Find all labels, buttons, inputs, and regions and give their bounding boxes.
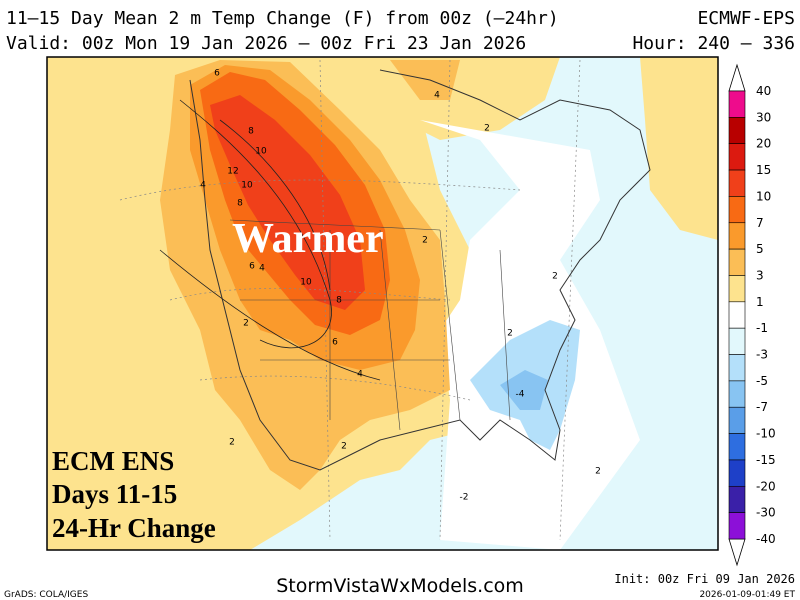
shade-3-5 [390,60,460,100]
colorbar-bin [728,512,746,540]
colorbar-bin [728,196,746,224]
contour-label: 6 [214,69,220,79]
colorbar-end [728,63,746,92]
contour-label: 2 [484,124,490,134]
colorbar-label: 3 [756,268,764,282]
colorbar-label: -10 [756,427,776,441]
colorbar-bin [728,90,746,118]
credit: GrADS: COLA/IGES [4,590,88,600]
contour-label: 10 [300,278,312,288]
colorbar-label: -20 [756,479,776,493]
contour-label: 6 [249,262,255,272]
colorbar-label: -40 [756,532,776,546]
colorbar-label: -30 [756,506,776,520]
forecast-hour: Hour: 240 – 336 [632,33,795,54]
colorbar-bin [728,169,746,197]
colorbar-bin [728,380,746,408]
borders [229,219,511,431]
title: 11–15 Day Mean 2 m Temp Change (F) from … [6,8,559,29]
colorbar-bin [728,433,746,461]
shade-1-3 [640,57,718,240]
contour-label: 2 [243,319,249,329]
colorbar-label: 15 [756,163,771,177]
valid-time: Valid: 00z Mon 19 Jan 2026 – 00z Fri 23 … [6,33,526,54]
site: StormVistaWxModels.com [276,575,524,597]
colorbar-bin [728,406,746,434]
colorbar-label: -3 [756,348,768,362]
colorbar-label: 20 [756,137,771,151]
contour-label: 4 [357,370,363,380]
colorbar-label: 1 [756,295,764,309]
coastline [189,69,651,471]
map-frame [46,56,719,551]
init-time: Init: 00z Fri 09 Jan 2026 [614,572,795,586]
colorbar-label: -15 [756,453,776,467]
contour-label: 8 [248,127,254,137]
contour-label: 12 [227,167,238,177]
colorbar-label: 30 [756,110,771,124]
contour-label: 2 [595,467,601,477]
contour-label: 10 [241,181,253,191]
colorbar-label: 7 [756,216,764,230]
shade-m5-m7 [500,370,548,410]
colorbar-label: -1 [756,321,768,335]
timestamp: 2026-01-09-01:49 ET [699,590,795,600]
colorbar-label: -5 [756,374,768,388]
legend-line: ECM ENS [52,446,174,476]
colorbar-label: 5 [756,242,764,256]
contour-label: 4 [200,181,206,191]
colorbar-bin [728,301,746,329]
contour-label: 2 [422,236,428,246]
contours [159,99,381,381]
contour-label: -2 [460,493,469,503]
contour-label: 2 [341,442,347,452]
colorbar-label: 40 [756,84,771,98]
colorbar-bin [728,117,746,145]
colorbar: 40 30 20 15 10 7 5 3 1 -1 -3 -5 -7 -10 -15 -20 -30 -40 [728,63,776,567]
model: ECMWF-EPS [697,8,795,29]
colorbar-bin [728,485,746,513]
contour-label: 8 [336,296,342,306]
colorbar-end [728,538,746,567]
contour-label: 2 [552,272,558,282]
colorbar-label: 10 [756,189,771,203]
contour-label: 4 [259,264,265,274]
annotation: Warmer [232,216,384,262]
colorbar-bin [728,222,746,250]
contour-label: 2 [229,438,235,448]
colorbar-bin [728,248,746,276]
contour-label: 4 [434,91,440,101]
colorbar-bin [728,275,746,303]
colorbar-bin [728,143,746,171]
colorbar-bin [728,327,746,355]
colorbar-bin [728,354,746,382]
colorbar-label: -7 [756,400,768,414]
legend-line: Days 11-15 [52,479,177,509]
colorbar-bin [728,459,746,487]
shade-10-15 [210,95,365,310]
contour-label: -4 [516,390,525,400]
contour-label: 8 [237,199,243,209]
contour-label: 2 [507,329,513,339]
contour-label: 10 [255,147,267,157]
legend-line: 24-Hr Change [52,513,216,543]
contour-label: 6 [332,338,338,348]
